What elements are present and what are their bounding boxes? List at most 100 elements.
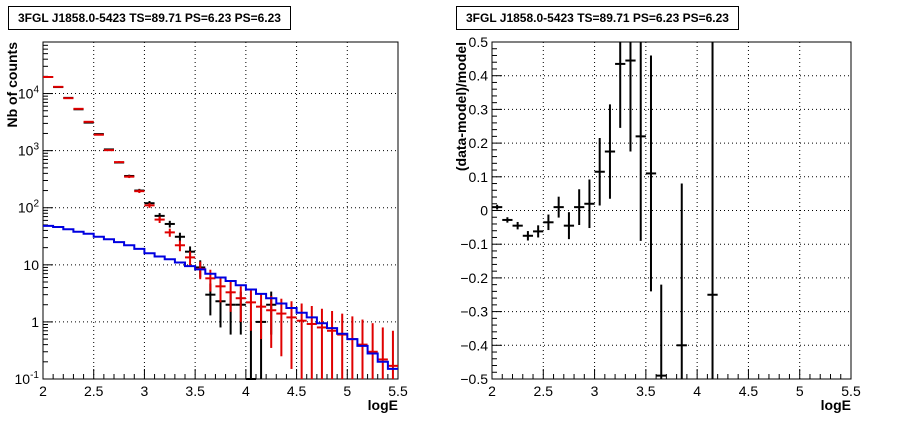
- data-point: [563, 212, 575, 240]
- data-point: [645, 55, 657, 292]
- x-tick-label: 4.5: [739, 383, 759, 399]
- y-tick-label: 0.3: [469, 101, 489, 117]
- series-model-with-errors: [43, 75, 398, 379]
- data-point: [73, 107, 84, 110]
- y-tick-label: 104: [18, 85, 40, 102]
- x-tick-label: 2.5: [84, 383, 104, 399]
- x-tick-label: 2: [39, 383, 47, 399]
- data-point: [174, 232, 185, 242]
- x-tick-label: 5: [343, 383, 351, 399]
- left-chart-title: 3FGL J1858.0-5423 TS=89.71 PS=6.23 PS=6.…: [8, 6, 291, 30]
- data-point: [185, 251, 196, 266]
- data-point: [533, 225, 544, 238]
- right-panel-residuals: 2 2.5 3 3.5 4 4.5 5 5.5 −0.5 −0.4 −0.3 −0.2 −0.1 0 0.1…: [453, 34, 861, 413]
- data-point: [604, 104, 616, 199]
- data-point: [63, 97, 74, 100]
- y-tick-label: −0.4: [460, 337, 488, 353]
- data-point: [502, 217, 513, 223]
- data-point: [594, 138, 605, 206]
- y-tick-label: 10-1: [15, 370, 40, 387]
- data-point: [144, 203, 155, 208]
- y-tick-label: −0.2: [460, 270, 488, 286]
- data-point: [134, 189, 145, 194]
- plot-frame: [42, 41, 399, 380]
- data-point: [316, 308, 327, 379]
- y-tick-label: −0.5: [460, 371, 488, 387]
- data-point: [327, 311, 338, 379]
- data-point: [512, 221, 523, 230]
- data-point: [225, 281, 236, 312]
- data-point: [114, 161, 125, 164]
- data-point: [492, 204, 503, 210]
- left-panel-counts: 2 2.5 3 3.5 4 4.5 5 5.5 10-1 1 10 102 103 104 logE Nb o…: [4, 41, 408, 413]
- x-tick-label: 5.5: [388, 383, 408, 399]
- data-point: [574, 189, 585, 225]
- x-tick-label: 2.5: [534, 383, 554, 399]
- y-tick-label: 103: [18, 142, 40, 159]
- data-point: [615, 42, 626, 128]
- data-point: [215, 276, 226, 303]
- data-point: [357, 319, 368, 379]
- grid: [492, 42, 851, 379]
- y-axis-title: (data-model)/model: [453, 42, 469, 171]
- x-tick-label: 3: [141, 383, 149, 399]
- data-point: [266, 295, 277, 348]
- data-point: [235, 286, 246, 322]
- y-tick-label: −0.3: [460, 304, 488, 320]
- y-tick-label: 0.1: [469, 169, 489, 185]
- axis-ticks: [491, 41, 852, 380]
- series-residuals-with-errors: [492, 42, 718, 379]
- data-point: [522, 231, 534, 241]
- x-tick-label: 4: [693, 383, 701, 399]
- data-point: [347, 316, 358, 379]
- y-tick-label: 1: [31, 314, 39, 330]
- data-point: [93, 133, 104, 136]
- y-tick-label: 10: [23, 257, 39, 273]
- y-tick-label: 102: [18, 199, 40, 216]
- series-step-histogram: [43, 224, 398, 370]
- x-tick-label: 2: [488, 383, 496, 399]
- data-point: [296, 303, 307, 379]
- data-point: [553, 196, 564, 218]
- x-tick-label: 3.5: [185, 383, 205, 399]
- data-point: [543, 214, 554, 231]
- data-point: [337, 313, 348, 379]
- grid: [43, 42, 398, 379]
- y-axis-title: Nb of counts: [4, 42, 20, 128]
- data-point: [83, 120, 94, 123]
- right-chart-title: 3FGL J1858.0-5423 TS=89.71 PS=6.23 PS=6.…: [456, 6, 739, 30]
- data-point: [387, 330, 398, 379]
- data-point: [676, 183, 687, 379]
- data-point: [286, 301, 297, 369]
- axis-ticks: [42, 41, 399, 380]
- data-point: [276, 298, 287, 357]
- plot-frame: [491, 41, 852, 380]
- data-point: [245, 321, 256, 380]
- histogram-line: [43, 224, 398, 370]
- y-tick-label: 0.2: [469, 135, 489, 151]
- data-point: [635, 42, 646, 241]
- data-point: [245, 289, 256, 331]
- x-tick-label: 5: [796, 383, 804, 399]
- x-tick-label: 3: [591, 383, 599, 399]
- data-point: [103, 149, 114, 152]
- data-point: [256, 293, 267, 340]
- y-tick-label: 0.5: [469, 34, 489, 50]
- data-point: [154, 216, 165, 224]
- x-tick-label: 4: [242, 383, 250, 399]
- data-point: [377, 327, 388, 379]
- x-axis-title: logE: [368, 397, 398, 413]
- data-point: [164, 220, 175, 228]
- data-point: [174, 240, 185, 252]
- y-tick-label: 0: [480, 203, 488, 219]
- data-point: [367, 323, 378, 379]
- data-point: [164, 228, 175, 237]
- x-axis-title: logE: [821, 397, 851, 413]
- data-point: [625, 42, 636, 152]
- data-point: [707, 42, 718, 379]
- data-point: [584, 179, 595, 229]
- y-tick-label: 0.4: [469, 68, 489, 84]
- series-data-with-errors: [43, 75, 277, 380]
- x-tick-label: 4.5: [287, 383, 307, 399]
